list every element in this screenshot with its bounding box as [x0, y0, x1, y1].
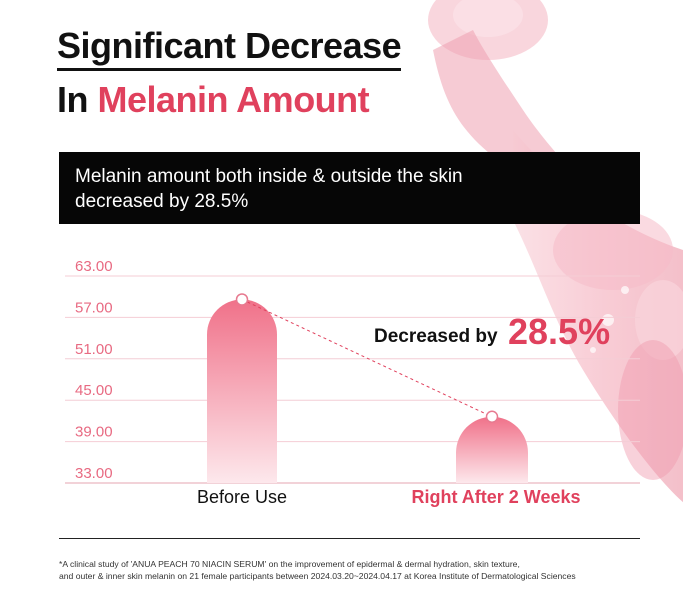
bar [456, 416, 528, 483]
headline-line-2-prefix: In [57, 79, 98, 120]
headline: Significant Decrease In Melanin Amount [57, 24, 402, 125]
footnote: *A clinical study of 'ANUA PEACH 70 NIAC… [59, 558, 683, 582]
y-tick-label: 45.00 [75, 382, 113, 399]
decrease-annotation: Decreased by [374, 326, 498, 347]
banner-line-2: decreased by 28.5% [75, 191, 249, 212]
y-tick-label: 51.00 [75, 341, 113, 358]
data-point-marker [235, 293, 249, 306]
y-tick-label: 63.00 [75, 258, 113, 275]
y-tick-label: 39.00 [75, 424, 113, 441]
headline-accent: Melanin Amount [97, 79, 370, 120]
footnote-divider [59, 538, 640, 539]
footnote-line-2: and outer & inner skin melanin on 21 fem… [59, 571, 576, 581]
y-tick-label: 57.00 [75, 299, 113, 316]
decrease-percent: 28.5% [508, 311, 610, 352]
summary-banner: Melanin amount both inside & outside the… [59, 152, 640, 224]
trend-connector [241, 299, 493, 418]
headline-line-2: In Melanin Amount [57, 75, 401, 125]
x-category-label: Before Use [197, 487, 287, 507]
bar [207, 299, 277, 483]
y-tick-label: 33.00 [75, 465, 113, 482]
footnote-line-1: *A clinical study of 'ANUA PEACH 70 NIAC… [59, 559, 520, 569]
headline-line-1: Significant Decrease [57, 24, 402, 71]
data-point-marker [485, 410, 499, 424]
banner-line-1: Melanin amount both inside & outside the… [75, 166, 463, 187]
x-category-label: Right After 2 Weeks [411, 487, 580, 507]
